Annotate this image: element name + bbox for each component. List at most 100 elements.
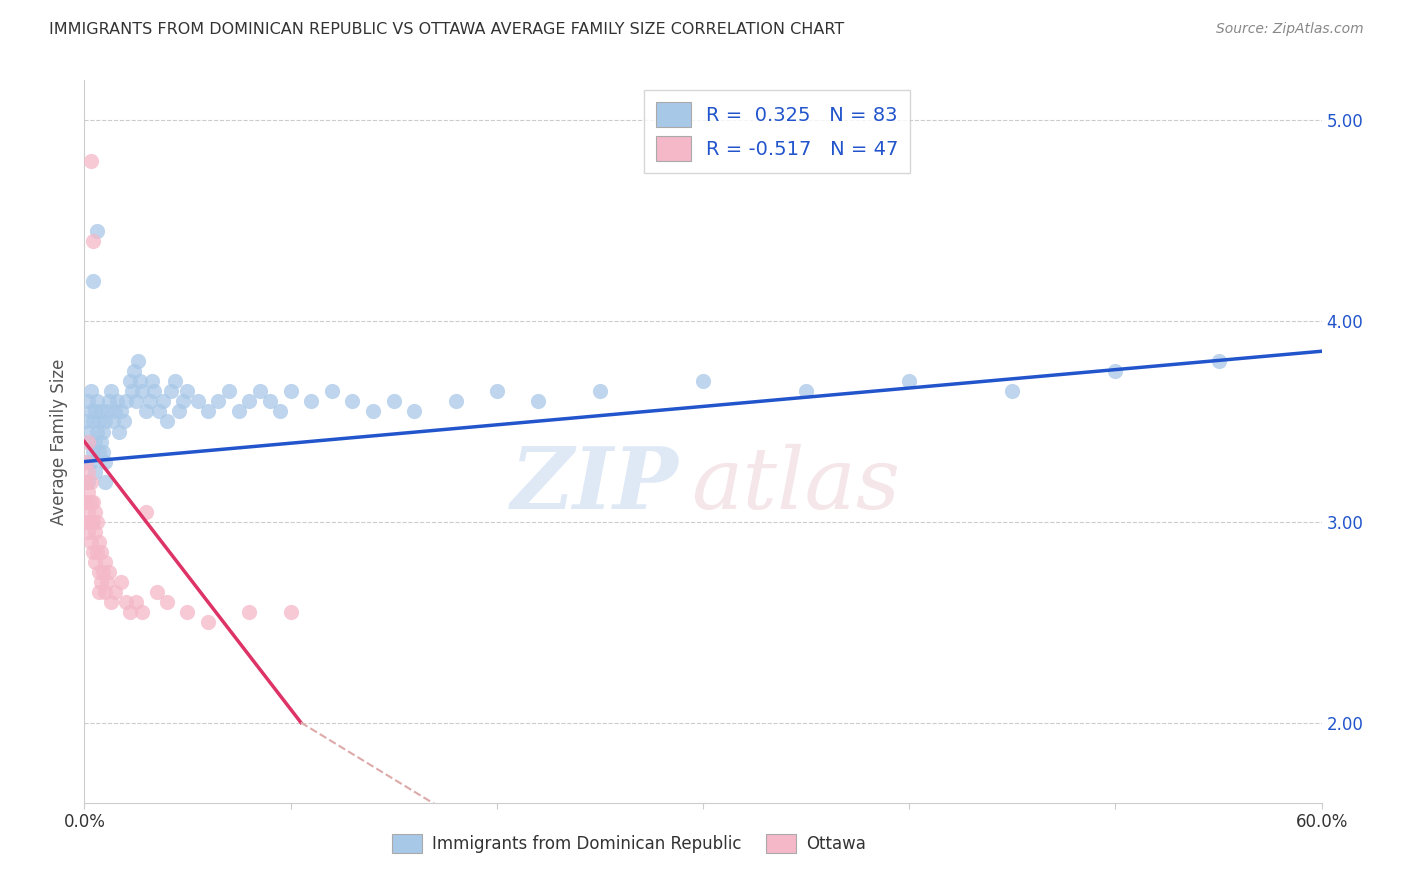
Point	[77, 434, 100, 449]
Point	[87, 585, 110, 599]
Point	[125, 595, 148, 609]
Text: ZIP: ZIP	[510, 443, 678, 526]
Point	[121, 384, 143, 399]
Point	[77, 475, 100, 489]
Point	[342, 394, 364, 409]
Point	[83, 465, 105, 479]
Point	[152, 394, 174, 409]
Point	[83, 434, 105, 449]
Point	[77, 434, 100, 449]
Point	[82, 515, 104, 529]
Point	[176, 605, 198, 619]
Point	[160, 384, 183, 399]
Point	[280, 605, 302, 619]
Point	[238, 605, 260, 619]
Point	[98, 394, 121, 409]
Point	[79, 534, 101, 549]
Point	[83, 555, 105, 569]
Point	[898, 374, 921, 388]
Point	[79, 475, 101, 489]
Point	[259, 394, 281, 409]
Point	[108, 425, 131, 439]
Point	[141, 374, 163, 388]
Point	[692, 374, 714, 388]
Point	[129, 374, 152, 388]
Point	[165, 374, 187, 388]
Point	[444, 394, 467, 409]
Point	[90, 545, 112, 559]
Point	[77, 394, 100, 409]
Text: IMMIGRANTS FROM DOMINICAN REPUBLIC VS OTTAWA AVERAGE FAMILY SIZE CORRELATION CHA: IMMIGRANTS FROM DOMINICAN REPUBLIC VS OT…	[49, 22, 845, 37]
Point	[94, 455, 117, 469]
Point	[86, 515, 108, 529]
Point	[269, 404, 291, 418]
Y-axis label: Average Family Size: Average Family Size	[51, 359, 69, 524]
Point	[114, 595, 136, 609]
Point	[79, 404, 101, 418]
Point	[87, 414, 110, 428]
Point	[75, 475, 97, 489]
Point	[91, 444, 114, 458]
Point	[83, 404, 105, 418]
Point	[87, 565, 110, 579]
Point	[228, 404, 250, 418]
Point	[112, 414, 135, 428]
Point	[299, 394, 322, 409]
Point	[125, 394, 148, 409]
Point	[321, 384, 343, 399]
Point	[94, 475, 117, 489]
Point	[131, 384, 153, 399]
Point	[156, 595, 179, 609]
Point	[77, 505, 100, 519]
Point	[90, 574, 112, 589]
Point	[238, 394, 260, 409]
Point	[167, 404, 190, 418]
Point	[90, 404, 112, 418]
Point	[94, 414, 117, 428]
Point	[75, 455, 97, 469]
Point	[148, 404, 170, 418]
Point	[197, 615, 219, 630]
Text: atlas: atlas	[690, 443, 900, 526]
Point	[87, 534, 110, 549]
Point	[176, 384, 198, 399]
Point	[485, 384, 508, 399]
Point	[110, 574, 132, 589]
Point	[1104, 364, 1126, 378]
Point	[122, 364, 145, 378]
Point	[86, 425, 108, 439]
Point	[207, 394, 229, 409]
Point	[86, 545, 108, 559]
Point	[218, 384, 240, 399]
Point	[118, 605, 141, 619]
Point	[131, 605, 153, 619]
Point	[96, 404, 118, 418]
Point	[103, 414, 125, 428]
Point	[82, 444, 104, 458]
Point	[105, 394, 128, 409]
Point	[104, 585, 127, 599]
Point	[83, 505, 105, 519]
Point	[143, 384, 166, 399]
Point	[110, 404, 132, 418]
Point	[87, 444, 110, 458]
Point	[382, 394, 405, 409]
Point	[135, 404, 157, 418]
Point	[94, 555, 117, 569]
Point	[79, 153, 101, 168]
Point	[172, 394, 194, 409]
Point	[83, 524, 105, 539]
Point	[98, 565, 121, 579]
Text: Source: ZipAtlas.com: Source: ZipAtlas.com	[1216, 22, 1364, 37]
Point	[79, 455, 101, 469]
Point	[77, 425, 100, 439]
Point	[82, 545, 104, 559]
Point	[135, 505, 157, 519]
Point	[100, 384, 122, 399]
Point	[249, 384, 271, 399]
Point	[187, 394, 209, 409]
Point	[104, 404, 127, 418]
Point	[82, 494, 104, 508]
Point	[527, 394, 550, 409]
Point	[77, 524, 100, 539]
